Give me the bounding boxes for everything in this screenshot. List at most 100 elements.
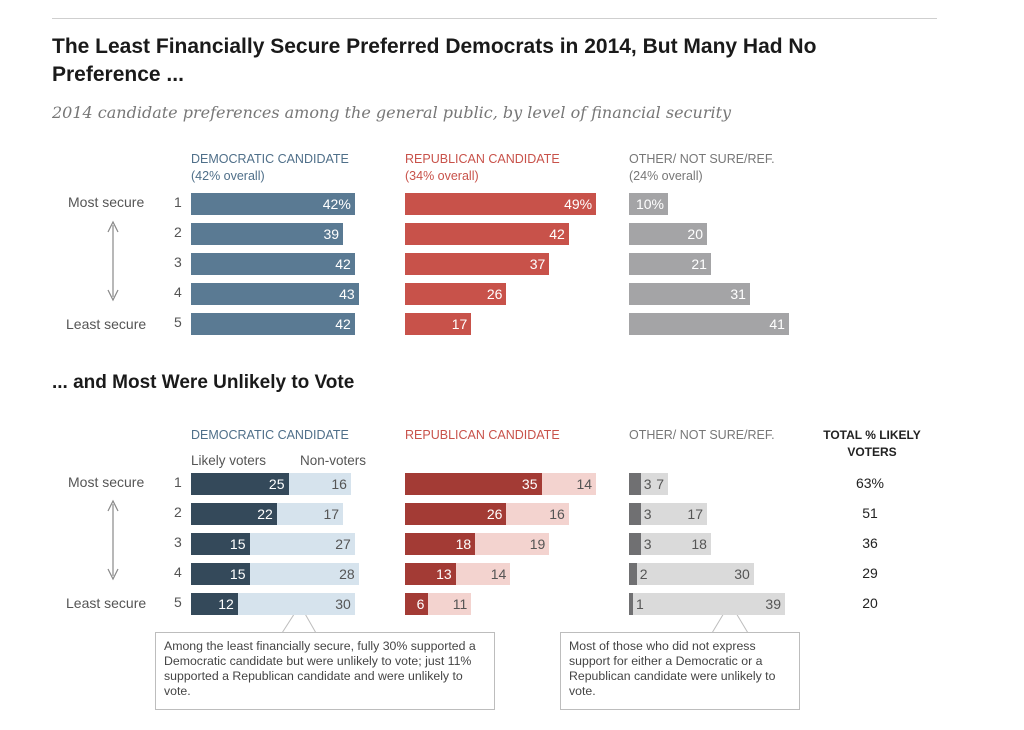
dem-nonvoter-bar-row-5	[237, 593, 355, 615]
dem-nonvoter-bar-row-2	[276, 503, 344, 525]
most-secure-label-2: Most secure	[68, 474, 145, 490]
dem-header-2: DEMOCRATIC CANDIDATE	[191, 428, 349, 442]
oth-nonvoter-bar-row-1	[640, 473, 668, 495]
dem-likely-value-row-3: 15	[229, 536, 246, 552]
oth-nonvoter-value-row-5: 39	[765, 596, 781, 612]
rep-bar-row-3	[405, 253, 550, 275]
row-number-1-5: 5	[174, 314, 182, 330]
most-secure-label-1: Most secure	[68, 194, 145, 210]
section2-title: ... and Most Were Unlikely to Vote	[52, 372, 355, 393]
rep-bar-row-4	[405, 283, 507, 305]
oth-overall-label: (24% overall)	[629, 169, 703, 183]
rep-likely-bar-row-2	[405, 503, 507, 525]
oth-bar-row-3	[629, 253, 711, 275]
oth-nonvoter-value-row-4: 30	[734, 566, 750, 582]
dem-bar-row-3	[191, 253, 355, 275]
oth-likely-bar-row-1	[629, 473, 641, 495]
dem-bar-row-1	[191, 193, 355, 215]
rep-likely-bar-row-4	[405, 563, 456, 585]
dem-nonvoter-bar-row-1	[288, 473, 351, 495]
rep-nonvoter-value-row-5: 11	[452, 596, 468, 612]
oth-value-row-1: 10%	[635, 196, 664, 212]
oth-likely-value-row-5: 1	[636, 596, 644, 612]
dem-nonvoter-bar-row-3	[249, 533, 355, 555]
oth-value-row-4: 31	[730, 286, 746, 302]
row-number-2-3: 3	[174, 534, 182, 550]
chart-subtitle: 2014 candidate preferences among the gen…	[52, 103, 732, 122]
oth-likely-value-row-1: 3	[643, 476, 652, 492]
oth-note-callout: Most of those who did not express suppor…	[560, 632, 800, 710]
rep-header-label: REPUBLICAN CANDIDATE	[405, 152, 560, 166]
dem-bar-row-5	[191, 313, 355, 335]
dem-value-row-3: 42	[335, 256, 351, 272]
oth-value-row-3: 21	[691, 256, 707, 272]
rep-nonvoter-value-row-2: 16	[549, 506, 565, 522]
rep-likely-bar-row-1	[405, 473, 542, 495]
dem-likely-bar-row-1	[191, 473, 289, 495]
dem-header-label: DEMOCRATIC CANDIDATE	[191, 152, 349, 166]
total-likely-value-row-3: 36	[862, 535, 878, 551]
rep-value-row-3: 37	[529, 256, 546, 272]
oth-nonvoter-value-row-1: 7	[656, 476, 664, 492]
likely-voters-label: Likely voters	[191, 453, 267, 468]
oth-likely-value-row-2: 3	[643, 506, 652, 522]
dem-overall-label: (42% overall)	[191, 169, 265, 183]
rep-likely-value-row-5: 6	[416, 596, 425, 612]
rep-header-1: REPUBLICAN CANDIDATE (34% overall)	[405, 151, 560, 185]
rep-value-row-2: 42	[549, 226, 565, 242]
rep-nonvoter-bar-row-2	[506, 503, 569, 525]
rep-value-row-4: 26	[486, 286, 503, 302]
dem-nonvoter-bar-row-4	[249, 563, 359, 585]
double-arrow-icon-2	[107, 499, 119, 581]
rep-likely-bar-row-3	[405, 533, 476, 555]
oth-bar-row-5	[629, 313, 789, 335]
dem-value-row-4: 43	[339, 286, 355, 302]
total-header-line1: TOTAL % LIKELY	[823, 428, 921, 442]
dem-likely-bar-row-3	[191, 533, 250, 555]
oth-nonvoter-bar-row-2	[640, 503, 707, 525]
rep-nonvoter-value-row-4: 14	[490, 566, 507, 582]
dem-nonvoter-value-row-3: 27	[335, 536, 351, 552]
dem-likely-value-row-1: 25	[268, 476, 285, 492]
oth-nonvoter-bar-row-4	[636, 563, 754, 585]
rep-nonvoter-bar-row-5	[428, 593, 472, 615]
row-number-2-1: 1	[174, 474, 182, 490]
oth-nonvoter-bar-row-5	[632, 593, 785, 615]
dem-likely-bar-row-2	[191, 503, 277, 525]
non-voters-label: Non-voters	[300, 453, 367, 468]
row-number-2-5: 5	[174, 594, 182, 610]
row-number-1-2: 2	[174, 224, 182, 240]
rep-likely-value-row-4: 13	[436, 566, 452, 582]
dem-bar-row-4	[191, 283, 359, 305]
least-secure-label-1: Least secure	[66, 316, 147, 332]
row-number-2-2: 2	[174, 504, 182, 520]
dem-likely-bar-row-5	[191, 593, 238, 615]
oth-nonvoter-value-row-2: 17	[687, 506, 703, 522]
dem-likely-value-row-2: 22	[257, 506, 273, 522]
oth-bar-row-4	[629, 283, 750, 305]
total-likely-value-row-1: 63%	[855, 475, 885, 491]
row-number-1-4: 4	[174, 284, 182, 300]
rep-value-row-1: 49%	[564, 196, 593, 212]
total-likely-value-row-5: 20	[862, 595, 878, 611]
oth-likely-bar-row-4	[629, 563, 637, 585]
dem-likely-bar-row-4	[191, 563, 250, 585]
dem-nonvoter-value-row-1: 16	[331, 476, 347, 492]
rep-overall-label: (34% overall)	[405, 169, 479, 183]
oth-value-row-5: 41	[769, 316, 785, 332]
rep-nonvoter-value-row-3: 19	[529, 536, 546, 552]
row-number-2-4: 4	[174, 564, 182, 580]
dem-nonvoter-value-row-5: 30	[335, 596, 351, 612]
rep-bar-row-5	[405, 313, 472, 335]
total-likely-value-row-4: 29	[862, 565, 878, 581]
dem-value-row-2: 39	[323, 226, 340, 242]
rep-likely-value-row-3: 18	[455, 536, 472, 552]
rep-nonvoter-bar-row-1	[541, 473, 597, 495]
dem-header-1: DEMOCRATIC CANDIDATE (42% overall)	[191, 151, 349, 185]
oth-likely-bar-row-3	[629, 533, 641, 555]
rep-bar-row-2	[405, 223, 569, 245]
oth-bar-row-1	[629, 193, 668, 215]
dem-note-callout: Among the least financially secure, full…	[155, 632, 495, 710]
rep-nonvoter-value-row-1: 14	[576, 476, 593, 492]
